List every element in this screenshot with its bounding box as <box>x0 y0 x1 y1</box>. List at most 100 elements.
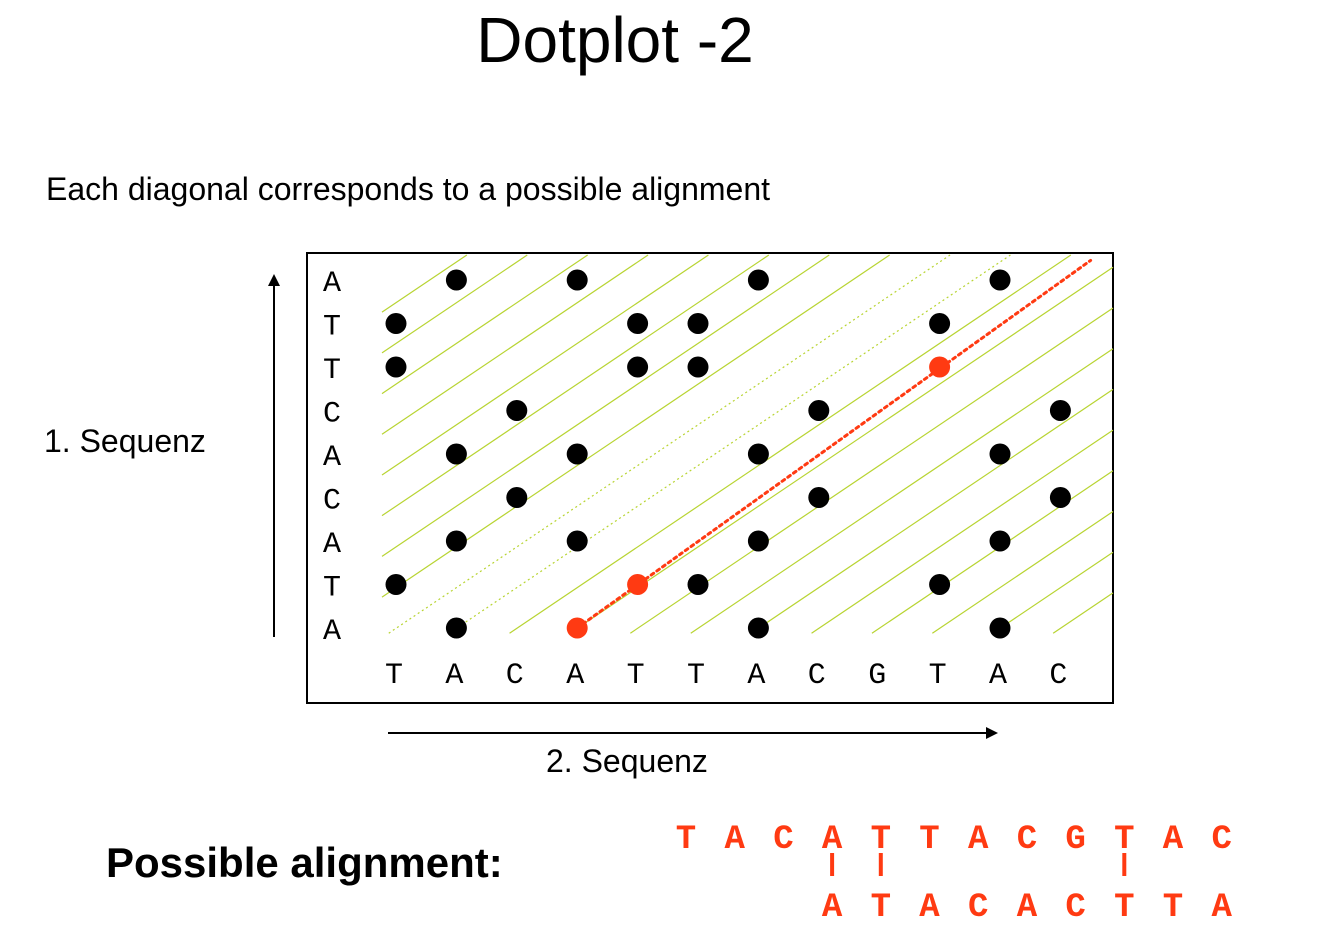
match-dot <box>808 400 830 421</box>
match-dot <box>506 487 528 508</box>
match-dot <box>566 530 588 552</box>
match-dots <box>385 269 1071 639</box>
match-dot <box>445 530 467 552</box>
sequence-2-letter: A <box>445 659 463 693</box>
match-dot <box>385 356 407 378</box>
diagonal-line <box>381 254 770 517</box>
sequence-2-letter: G <box>868 659 886 693</box>
diagonal-line <box>381 254 588 395</box>
match-dot <box>1049 487 1071 508</box>
alignment-top-letter: A <box>1163 821 1184 859</box>
diagonal-line <box>448 254 1011 634</box>
alignment-top-letter: T <box>871 821 891 859</box>
sequence-2-letter: A <box>747 659 765 693</box>
match-dot <box>687 356 709 378</box>
diagonal-line <box>992 551 1114 634</box>
diagonal-line <box>1052 592 1114 634</box>
match-dot <box>808 487 830 508</box>
sequence-1-letter: T <box>323 354 341 388</box>
match-dot <box>747 530 769 552</box>
sequence-2-letter: C <box>506 659 524 693</box>
match-dot <box>747 269 769 291</box>
alignment-top-letter: A <box>822 821 843 859</box>
alignment-bottom-letter: A <box>1017 889 1038 927</box>
diagonal-line <box>630 307 1114 634</box>
sequence-1-letter: T <box>323 572 341 606</box>
match-dot <box>566 269 588 291</box>
plot-frame <box>306 252 1114 704</box>
match-dot <box>747 617 769 639</box>
sequence-1-letter: C <box>323 398 341 432</box>
sequence-1-letter: A <box>323 267 341 301</box>
match-dot <box>506 400 528 421</box>
alignment-bottom-letter: C <box>968 889 988 927</box>
match-dot <box>929 574 951 595</box>
diagonal-line <box>381 254 830 557</box>
sequence-2-letter: C <box>808 659 826 693</box>
sequence-1-letter: A <box>323 528 341 562</box>
diagonal-line <box>381 254 649 435</box>
alignment-bottom-letter: T <box>871 889 891 927</box>
highlighted-match-dot <box>566 617 588 639</box>
match-dot <box>385 574 407 595</box>
alignment-top-letter: C <box>1211 821 1231 859</box>
subtitle: Each diagonal corresponds to a possible … <box>46 171 771 207</box>
match-dot <box>747 443 769 465</box>
match-dot <box>445 269 467 291</box>
diagonal-lines <box>381 254 1114 634</box>
match-dot <box>687 574 709 595</box>
sequence-1-letter: C <box>323 485 341 519</box>
match-dot <box>566 443 588 465</box>
match-dot <box>627 313 649 334</box>
sequence-2-letter: A <box>566 659 584 693</box>
diagonal-line <box>569 266 1114 634</box>
alignment-bottom-letter: T <box>1163 889 1183 927</box>
match-dot <box>1049 400 1071 421</box>
match-dot <box>445 617 467 639</box>
alignment-bottom-letter: A <box>919 889 940 927</box>
alignment-top-letter: G <box>1065 821 1085 859</box>
match-dot <box>989 617 1011 639</box>
sequence-2-letter: T <box>929 659 947 693</box>
diagonal-line <box>690 348 1114 634</box>
match-dot <box>627 356 649 378</box>
highlighted-match-dot <box>627 574 649 595</box>
alignment-bottom-letter: A <box>1211 889 1232 927</box>
diagonal-line <box>932 510 1114 634</box>
sequence-2-letter: A <box>989 659 1007 693</box>
match-dot <box>385 313 407 334</box>
alignment-top-letter: T <box>919 821 939 859</box>
sequence-2-letter: T <box>627 659 645 693</box>
alignment-display: T A C A T T A C G T A CA T A C A C T T A <box>676 821 1233 927</box>
diagonal-line <box>381 254 468 313</box>
alignment-top-letter: T <box>676 821 696 859</box>
diagonal-line <box>750 388 1114 634</box>
y-axis-label: 1. Sequenz <box>44 423 206 459</box>
alignment-diagonal <box>575 258 1093 630</box>
match-dot <box>989 269 1011 291</box>
alignment-bottom-letter: C <box>1065 889 1085 927</box>
page-title: Dotplot -2 <box>476 4 754 76</box>
highlighted-match-dot <box>929 356 951 378</box>
sequence-2-letter: C <box>1049 659 1067 693</box>
alignment-bottom-letter: T <box>1114 889 1134 927</box>
alignment-diagonal-line <box>575 258 1093 630</box>
diagonal-line <box>509 254 1072 634</box>
match-dot <box>989 530 1011 552</box>
alignment-top-letter: C <box>773 821 793 859</box>
alignment-top-letter: C <box>1017 821 1037 859</box>
alignment-bottom-letter: A <box>822 889 843 927</box>
diagonal-line <box>381 254 709 476</box>
x-axis-label: 2. Sequenz <box>546 743 708 779</box>
diagonal-line <box>811 429 1114 634</box>
diagonal-line <box>388 254 951 634</box>
alignment-top-letter: A <box>724 821 745 859</box>
match-dot <box>929 313 951 334</box>
diagonal-line <box>381 254 528 354</box>
alignment-top-letter: A <box>968 821 989 859</box>
sequence-2-letter: T <box>687 659 705 693</box>
match-dot <box>445 443 467 465</box>
